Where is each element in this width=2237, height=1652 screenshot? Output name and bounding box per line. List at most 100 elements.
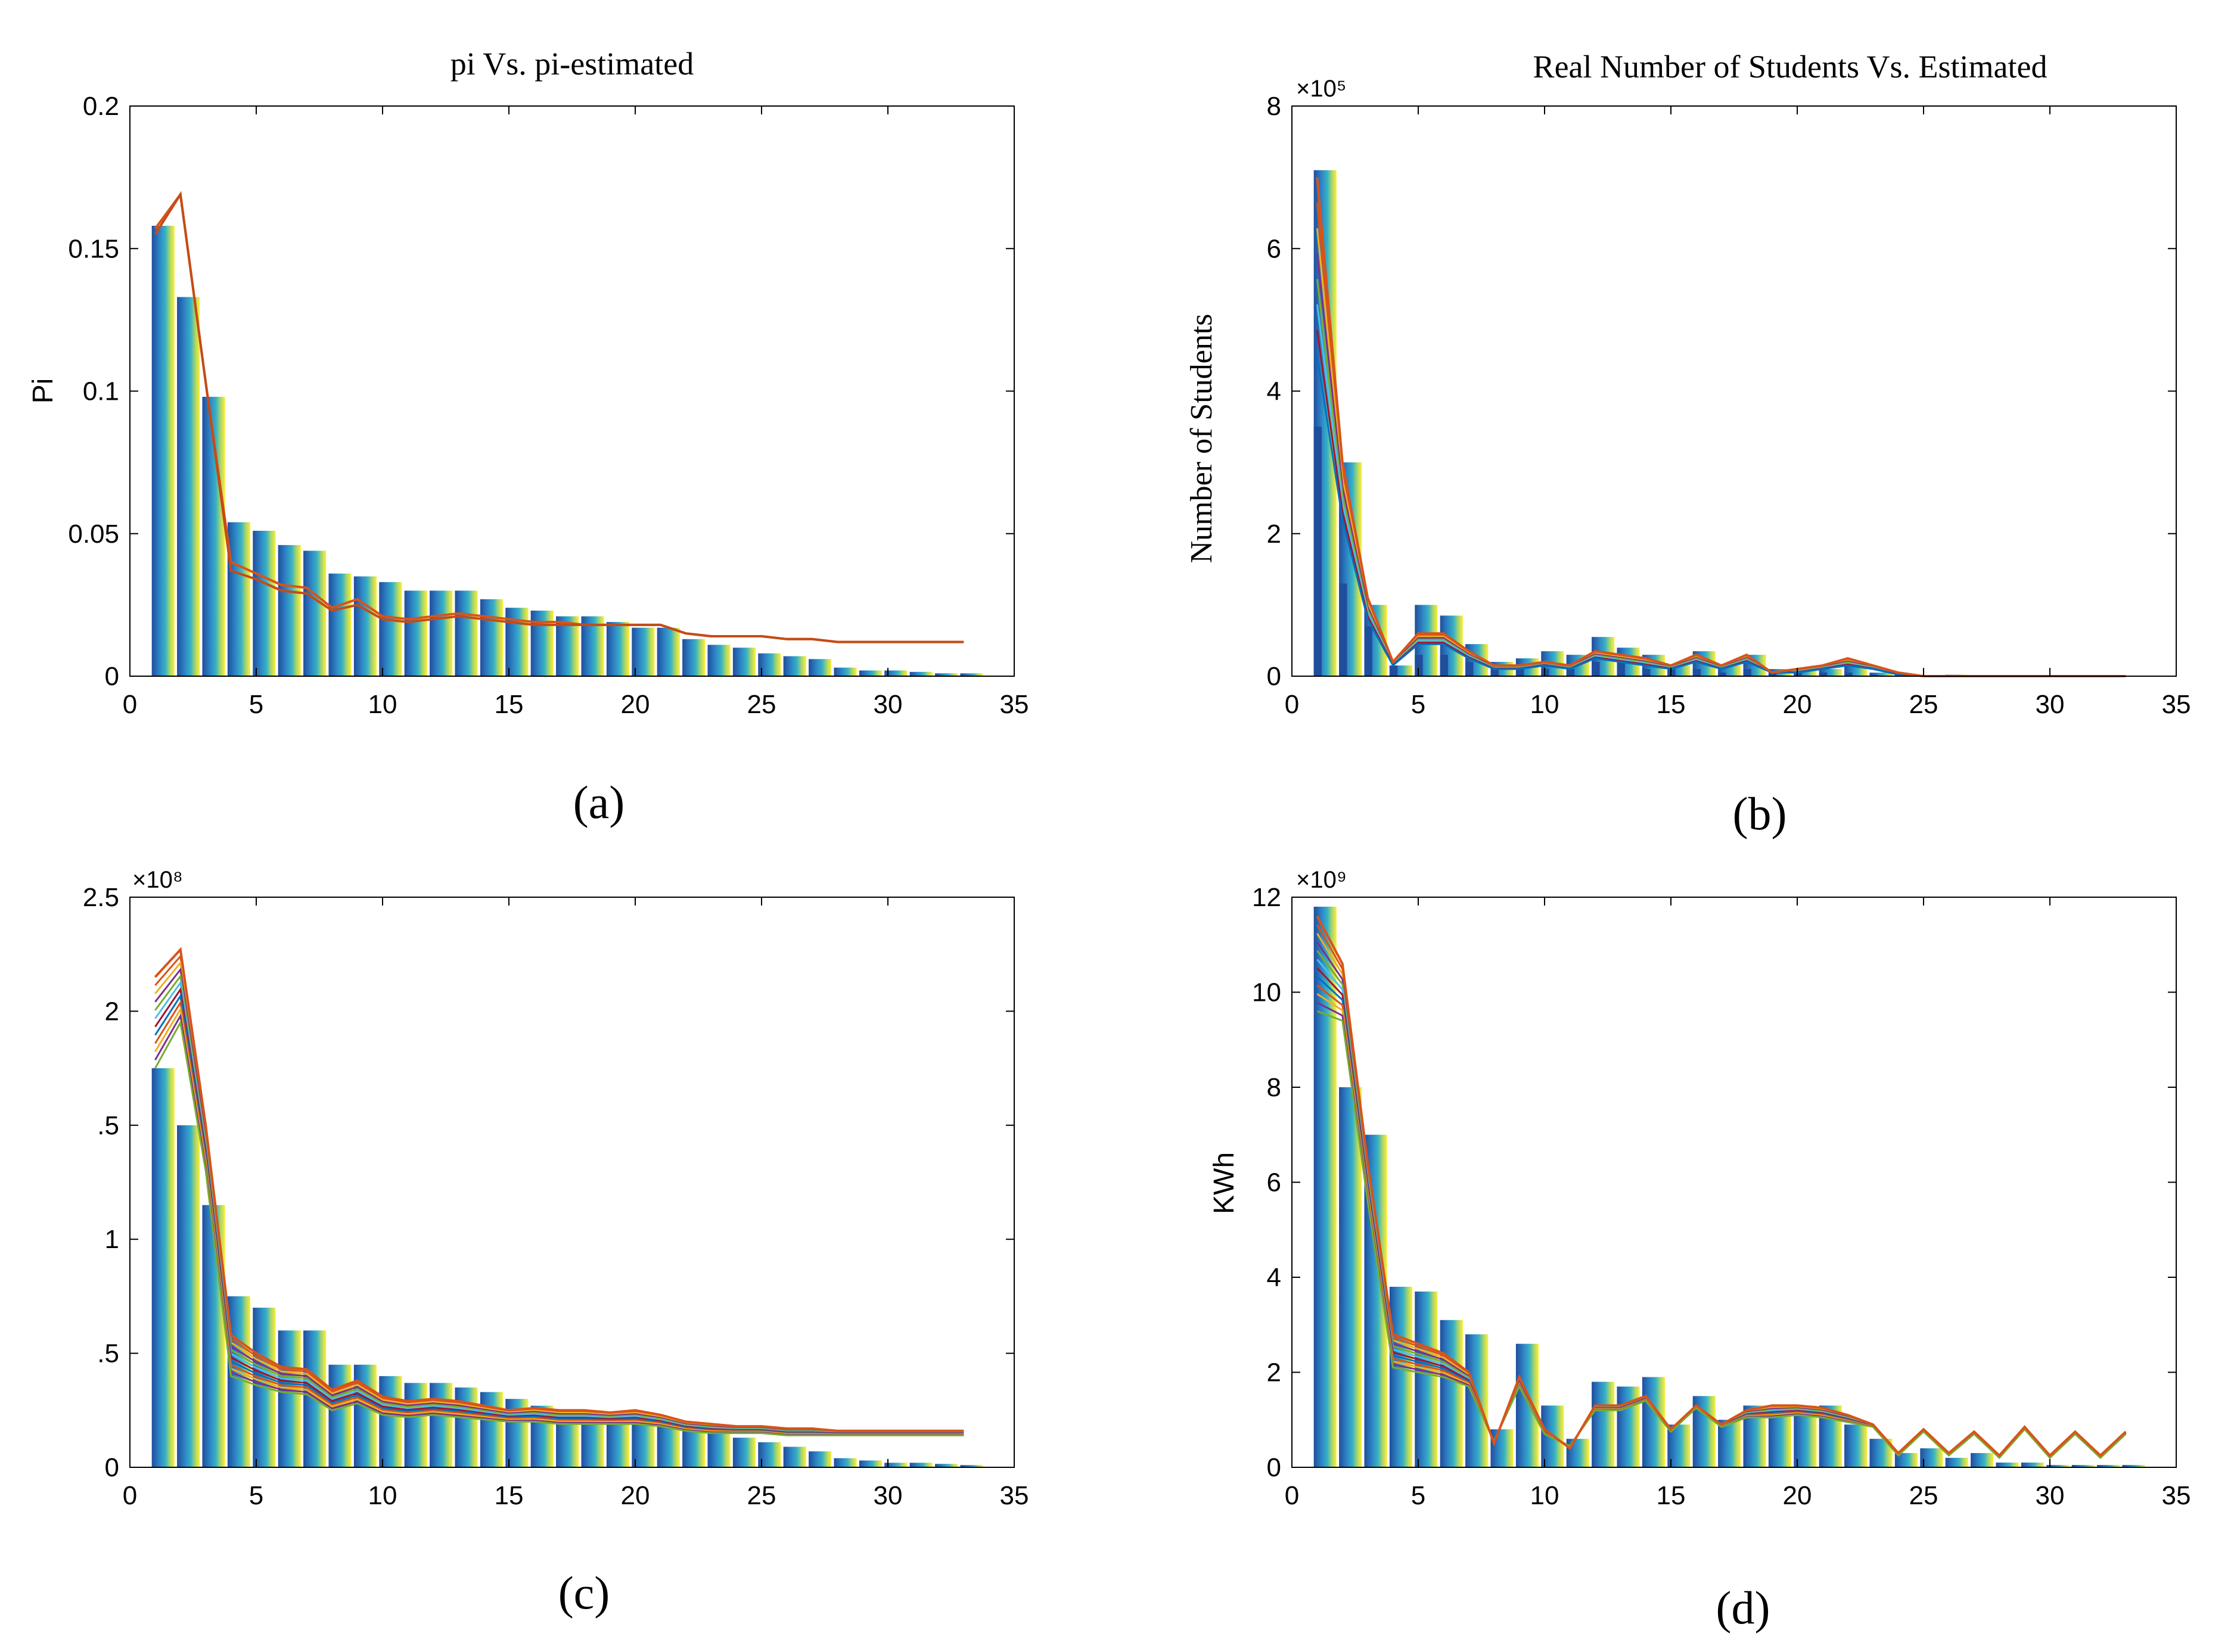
bar	[202, 1205, 225, 1467]
panel-caption: (d)	[1716, 1582, 1770, 1634]
generated-marks: 0 5 10 15 20 25 30 35 0 2 4 6 8 10 12	[1252, 883, 2191, 1510]
bar	[1339, 583, 1347, 676]
bar	[177, 1125, 200, 1467]
bar	[1743, 669, 1751, 676]
bar	[783, 1446, 806, 1467]
axes-frame	[1291, 105, 2177, 677]
y-axis-label: Number of Students	[1185, 314, 1219, 564]
bar	[1692, 669, 1701, 676]
x-tick-label: 5	[249, 690, 263, 719]
bar	[859, 1460, 883, 1467]
chart-title: pi Vs. pi-estimated	[450, 46, 694, 82]
bar	[1313, 427, 1322, 676]
bar	[682, 639, 706, 676]
bar	[2122, 1465, 2145, 1467]
bar	[707, 1433, 731, 1467]
bar	[353, 576, 377, 676]
y-tick-label: 0.05	[68, 519, 119, 549]
x-tick-label: 5	[1411, 1481, 1425, 1510]
bar	[657, 1426, 680, 1467]
y-tick-label: 2	[1267, 519, 1281, 549]
panel-caption: (c)	[558, 1567, 610, 1619]
bar	[1490, 669, 1499, 676]
x-tick-label: 0	[1285, 690, 1299, 719]
bar	[1389, 1286, 1413, 1467]
bar	[1515, 669, 1524, 676]
plot-area	[129, 105, 1015, 677]
x-tick-label: 30	[2036, 690, 2065, 719]
bar	[1819, 673, 1828, 676]
y-tick-label: 8	[1267, 1073, 1281, 1102]
bar	[1894, 1453, 1918, 1467]
y-tick-label: 6	[1267, 1168, 1281, 1197]
panel-caption: (b)	[1733, 788, 1787, 839]
bar	[809, 659, 832, 676]
bar	[328, 573, 352, 676]
estimate-line	[154, 191, 964, 643]
x-tick-label: 25	[747, 1481, 776, 1510]
generated-marks: 0 5 10 15 20 25 30 35 0 0.05 0.1 0.15 0.2	[68, 92, 1029, 719]
bar	[303, 550, 327, 676]
bar	[430, 590, 453, 676]
bar	[909, 1463, 933, 1467]
y-tick-label: 12	[1252, 883, 1281, 912]
y-axis-label: KWh	[1208, 1152, 1240, 1214]
panel-a: pi Vs. pi-estimated Pi (a) 0 5 10 15 20 25 30 3…	[27, 46, 1029, 828]
y-tick-label: 4	[1267, 377, 1281, 406]
x-tick-label: 0	[1285, 1481, 1299, 1510]
bar	[227, 522, 251, 676]
bar	[151, 1068, 175, 1467]
bar	[1440, 655, 1449, 676]
axes-frame	[1291, 897, 2177, 1468]
estimate-line	[154, 947, 964, 1432]
bar	[177, 297, 200, 677]
y-tick-label: 4	[1267, 1263, 1281, 1292]
bar	[606, 622, 630, 676]
panel-b: Real Number of Students Vs. Estimated ×1…	[1185, 49, 2191, 839]
bar	[1844, 1424, 1868, 1467]
bar	[960, 673, 983, 676]
bar	[1592, 662, 1600, 676]
x-tick-label: 20	[1783, 1481, 1812, 1510]
x-tick-label: 30	[874, 1481, 903, 1510]
x-tick-label: 10	[1530, 1481, 1559, 1510]
axes-frame	[129, 897, 1015, 1468]
bar	[1490, 1429, 1514, 1467]
bar	[909, 671, 933, 676]
x-tick-label: 0	[123, 690, 137, 719]
bar	[732, 1438, 756, 1467]
x-tick-label: 25	[1909, 1481, 1938, 1510]
x-tick-label: 10	[368, 690, 397, 719]
bar	[1869, 673, 1893, 676]
generated-marks: 0 5 10 15 20 25 30 35 0 .5 1 .5 2 2.5	[83, 883, 1029, 1510]
y-axis-label: Pi	[27, 378, 59, 404]
y-axis-multiplier: ×10⁹	[1296, 867, 1347, 893]
generated-marks: 0 5 10 15 20 25 30 35 0 2 4 6 8	[1267, 92, 2191, 719]
chart-title: Real Number of Students Vs. Estimated	[1533, 49, 2048, 85]
bar	[1971, 1453, 1994, 1467]
bar	[556, 616, 579, 676]
bar	[379, 1376, 402, 1467]
y-tick-label: 0	[105, 1453, 119, 1482]
bar	[1515, 1343, 1539, 1467]
estimate-line	[154, 1020, 964, 1436]
bar	[707, 645, 731, 676]
bar	[1768, 673, 1777, 676]
bar	[1844, 673, 1853, 676]
bar	[2071, 1465, 2095, 1467]
y-axis-multiplier: ×10⁸	[132, 867, 183, 893]
bar	[1415, 655, 1423, 676]
x-tick-label: 5	[249, 1481, 263, 1510]
plot-area	[1291, 105, 2177, 677]
x-tick-label: 20	[621, 1481, 650, 1510]
y-axis-multiplier: ×10⁵	[1296, 76, 1346, 102]
bar	[732, 648, 756, 676]
x-tick-label: 35	[2162, 690, 2191, 719]
bar	[2021, 1463, 2045, 1467]
bar	[480, 599, 504, 676]
bar	[935, 1464, 958, 1467]
bar	[278, 1330, 301, 1467]
y-tick-label: .5	[97, 1111, 119, 1140]
bar	[455, 1387, 478, 1467]
y-tick-label: 10	[1252, 978, 1281, 1007]
